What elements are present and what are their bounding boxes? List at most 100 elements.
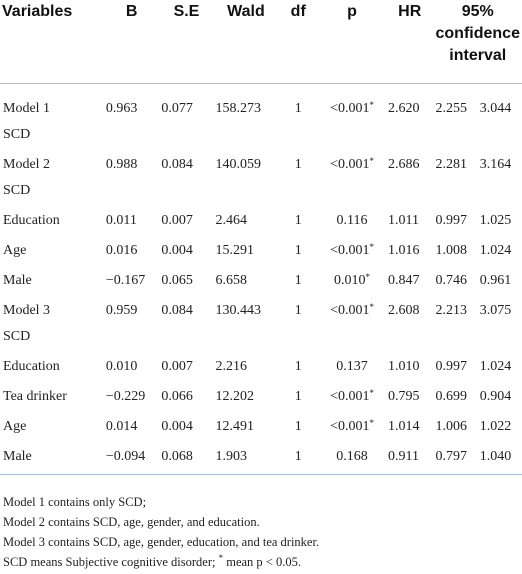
cell-p: <0.001* <box>318 296 386 326</box>
cox-regression-table: Variables B S.E Wald df p HR 95% confide… <box>0 0 522 475</box>
cell-p <box>318 326 386 352</box>
cell-wald-text: 130.443 <box>215 303 262 318</box>
cell-ci-low: 2.281 <box>433 150 477 180</box>
cell-df-text: 1 <box>294 419 302 434</box>
cell-wald-text: 140.059 <box>215 157 262 172</box>
table-row: SCD <box>0 326 522 352</box>
table-row: Model 1 0.963 0.077 158.273 1 <0.001* 2.620 2.2… <box>0 84 522 125</box>
cell-ci-high-text: 3.164 <box>479 157 512 172</box>
cell-ci-low-text: 0.997 <box>435 213 467 228</box>
cell-se-text: 0.084 <box>161 157 193 172</box>
cell-p-text: 0.010 <box>334 273 366 288</box>
cell-b: 0.010 <box>104 352 160 382</box>
footnote-abbreviation: SCD means Subjective cognitive disorder;… <box>3 552 518 572</box>
cell-ci-high <box>478 124 522 150</box>
cell-df: 1 <box>278 206 318 236</box>
cell-ci-high: 3.164 <box>478 150 522 180</box>
cell-var: Education <box>0 352 104 382</box>
cell-ci-low: 2.213 <box>433 296 477 326</box>
cell-se-text: 0.004 <box>161 243 193 258</box>
cell-p: <0.001* <box>318 412 386 442</box>
table-row: Model 2 0.988 0.084 140.059 1 <0.001* 2.686 2.2… <box>0 150 522 180</box>
cell-var: Age <box>0 412 104 442</box>
cell-ci-high-text: 1.024 <box>479 359 512 374</box>
cell-ci-high <box>478 180 522 206</box>
cell-df: 1 <box>278 150 318 180</box>
cell-p-text: <0.001 <box>330 157 370 172</box>
cell-df: 1 <box>278 412 318 442</box>
cell-var-text: Age <box>3 419 27 434</box>
cell-se-text: 0.065 <box>161 273 193 288</box>
cell-var-text: SCD <box>3 329 31 344</box>
cell-ci-high: 1.024 <box>478 352 522 382</box>
cell-se: 0.068 <box>159 442 214 475</box>
cell-hr-text: 2.686 <box>387 157 420 172</box>
cell-b: −0.167 <box>104 266 160 296</box>
cell-var: SCD <box>0 326 104 352</box>
cell-ci-low-text: 0.746 <box>435 273 467 288</box>
header-wald: Wald <box>213 0 279 84</box>
header-ci-line2: confidence <box>435 25 520 42</box>
cell-wald: 1.903 <box>213 442 279 475</box>
cell-p <box>318 124 386 150</box>
cell-b: 0.011 <box>104 206 160 236</box>
cell-hr: 1.016 <box>386 236 434 266</box>
cell-hr-text: 1.011 <box>387 213 419 228</box>
cell-se-text: 0.068 <box>161 449 193 464</box>
cell-ci-high-text: 3.044 <box>479 101 512 116</box>
cell-ci-low: 0.746 <box>433 266 477 296</box>
cell-var: Education <box>0 206 104 236</box>
cell-df: 1 <box>278 236 318 266</box>
cell-b <box>104 326 160 352</box>
cell-hr: 1.010 <box>386 352 434 382</box>
cell-df: 1 <box>278 442 319 475</box>
cell-b-text: 0.016 <box>105 243 138 258</box>
cell-var-text: Education <box>3 213 60 228</box>
cell-hr: 2.608 <box>386 296 434 326</box>
header-ci-line1: 95% <box>461 3 494 20</box>
cell-wald-text: 158.273 <box>215 101 262 116</box>
cell-ci-low-text: 2.255 <box>435 101 467 116</box>
cell-df-text: 1 <box>294 243 302 258</box>
table-row: Model 3 0.959 0.084 130.443 1 <0.001* 2.608 2.2… <box>0 296 522 326</box>
cell-ci-high: 3.044 <box>478 84 522 125</box>
cell-p: <0.001* <box>318 84 386 125</box>
header-ci-line3: interval <box>449 47 507 64</box>
cell-ci-high: 1.022 <box>478 412 522 442</box>
cell-b-text: −0.094 <box>105 449 146 464</box>
cell-se <box>159 124 213 150</box>
table-row: Education 0.010 0.007 2.216 1 0.137 1.010 0.997… <box>0 352 522 382</box>
cell-df: 1 <box>278 266 318 296</box>
cell-se: 0.007 <box>159 206 213 236</box>
cell-wald: 15.291 <box>214 236 279 266</box>
footnote-model-3: Model 3 contains SCD, age, gender, educa… <box>3 535 320 549</box>
cell-ci-high-text: 0.961 <box>479 273 512 288</box>
cell-hr-text: 2.608 <box>387 303 420 318</box>
cell-p: <0.001* <box>318 236 386 266</box>
table-row: Education 0.011 0.007 2.464 1 0.116 1.011 0.997… <box>0 206 522 236</box>
cell-ci-high: 1.040 <box>477 442 522 475</box>
cell-b-text: 0.963 <box>105 101 138 116</box>
cell-wald-text: 15.291 <box>215 243 255 258</box>
cell-ci-low-text: 0.997 <box>435 359 467 374</box>
cell-var-text: Male <box>3 273 32 288</box>
cell-se-text: 0.004 <box>161 419 193 434</box>
cell-df-text: 1 <box>294 273 302 288</box>
cell-df-text: 1 <box>294 157 302 172</box>
cell-hr: 0.795 <box>386 382 434 412</box>
table-body: Model 1 0.963 0.077 158.273 1 <0.001* 2.620 2.2… <box>0 84 522 475</box>
cell-ci-high-text: 1.024 <box>479 243 512 258</box>
cell-se-text: 0.007 <box>161 359 193 374</box>
cell-hr: 2.686 <box>386 150 434 180</box>
cell-se: 0.077 <box>159 84 213 125</box>
cell-wald: 130.443 <box>214 296 279 326</box>
cell-p: 0.116 <box>318 206 386 236</box>
cell-var-text: Education <box>3 359 60 374</box>
table-row: Age 0.014 0.004 12.491 1 <0.001* 1.014 1.006 1.0… <box>0 412 522 442</box>
cell-wald: 2.464 <box>214 206 279 236</box>
cell-b-text: 0.011 <box>105 213 137 228</box>
cell-b <box>104 180 160 206</box>
cell-hr-text: 1.010 <box>387 359 420 374</box>
cell-b-text: −0.229 <box>105 389 146 404</box>
